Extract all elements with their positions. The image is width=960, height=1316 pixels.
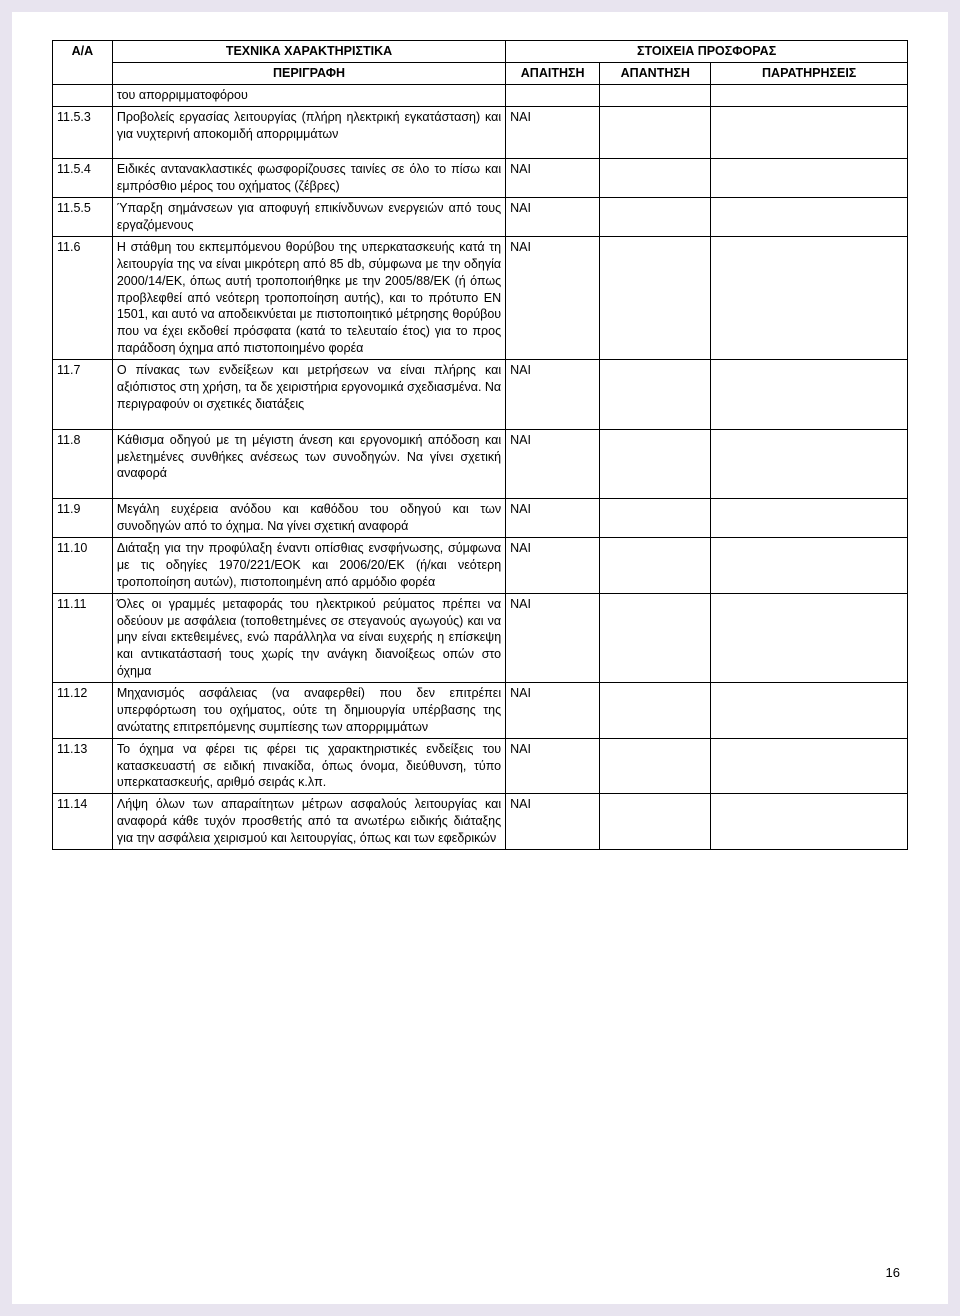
cell-requirement: ΝΑΙ — [506, 236, 600, 359]
cell-description: Μηχανισμός ασφάλειας (να αναφερθεί) που … — [112, 683, 505, 739]
cell-requirement: ΝΑΙ — [506, 794, 600, 850]
header-ans: ΑΠΑΝΤΗΣΗ — [600, 62, 711, 84]
cell-aa: 11.5.3 — [53, 106, 113, 159]
cell-notes — [711, 159, 908, 198]
cell-description: Διάταξη για την προφύλαξη έναντι οπίσθια… — [112, 538, 505, 594]
spec-table: Α/Α ΤΕΧΝΙΚΑ ΧΑΡΑΚΤΗΡΙΣΤΙΚΑ ΣΤΟΙΧΕΙΑ ΠΡΟΣ… — [52, 40, 908, 850]
cell-aa: 11.9 — [53, 499, 113, 538]
table-row: 11.11Όλες οι γραμμές μεταφοράς του ηλεκτ… — [53, 593, 908, 682]
cell-aa: 11.11 — [53, 593, 113, 682]
cell-answer — [600, 236, 711, 359]
cell-aa: 11.6 — [53, 236, 113, 359]
cell-notes — [711, 499, 908, 538]
cell-aa: 11.10 — [53, 538, 113, 594]
cell-answer — [600, 106, 711, 159]
table-row: 11.6Η στάθμη του εκπεμπόμενου θορύβου τη… — [53, 236, 908, 359]
cell-requirement: ΝΑΙ — [506, 499, 600, 538]
cell-aa: 11.8 — [53, 429, 113, 499]
header-tech: ΤΕΧΝΙΚΑ ΧΑΡΑΚΤΗΡΙΣΤΙΚΑ — [112, 41, 505, 63]
cell-aa: 11.12 — [53, 683, 113, 739]
header-note: ΠΑΡΑΤΗΡΗΣΕΙΣ — [711, 62, 908, 84]
cell-requirement: ΝΑΙ — [506, 159, 600, 198]
table-row: 11.9Μεγάλη ευχέρεια ανόδου και καθόδου τ… — [53, 499, 908, 538]
cell-description: Μεγάλη ευχέρεια ανόδου και καθόδου του ο… — [112, 499, 505, 538]
table-row: 11.5.5Ύπαρξη σημάνσεων για αποφυγή επικί… — [53, 198, 908, 237]
table-row: 11.5.4Ειδικές αντανακλαστικές φωσφορίζου… — [53, 159, 908, 198]
cell-answer — [600, 738, 711, 794]
cell-description: Κάθισμα οδηγού με τη μέγιστη άνεση και ε… — [112, 429, 505, 499]
cell-description: Λήψη όλων των απαραίτητων μέτρων ασφαλού… — [112, 794, 505, 850]
cell-answer — [600, 198, 711, 237]
cell-description: Προβολείς εργασίας λειτουργίας (πλήρη ηλ… — [112, 106, 505, 159]
cell-requirement: ΝΑΙ — [506, 683, 600, 739]
cell-description: Ύπαρξη σημάνσεων για αποφυγή επικίνδυνων… — [112, 198, 505, 237]
cell-requirement: ΝΑΙ — [506, 360, 600, 430]
table-row: 11.13Το όχημα να φέρει τις φέρει τις χαρ… — [53, 738, 908, 794]
table-row: 11.8Κάθισμα οδηγού με τη μέγιστη άνεση κ… — [53, 429, 908, 499]
cell-description: Όλες οι γραμμές μεταφοράς του ηλεκτρικού… — [112, 593, 505, 682]
cell-notes — [711, 738, 908, 794]
cell-description: Ο πίνακας των ενδείξεων και μετρήσεων να… — [112, 360, 505, 430]
table-row: του απορριμματοφόρου — [53, 84, 908, 106]
cell-answer — [600, 360, 711, 430]
cell-answer — [600, 794, 711, 850]
cell-requirement: ΝΑΙ — [506, 738, 600, 794]
cell-notes — [711, 360, 908, 430]
cell-answer — [600, 593, 711, 682]
table-row: 11.10Διάταξη για την προφύλαξη έναντι οπ… — [53, 538, 908, 594]
table-row: 11.12Μηχανισμός ασφάλειας (να αναφερθεί)… — [53, 683, 908, 739]
cell-requirement: ΝΑΙ — [506, 593, 600, 682]
cell-notes — [711, 429, 908, 499]
cell-aa: 11.7 — [53, 360, 113, 430]
cell-answer — [600, 429, 711, 499]
cell-requirement: ΝΑΙ — [506, 538, 600, 594]
cell-notes — [711, 538, 908, 594]
cell-answer — [600, 538, 711, 594]
cell-description: Ειδικές αντανακλαστικές φωσφορίζουσες τα… — [112, 159, 505, 198]
cell-notes — [711, 236, 908, 359]
cell-aa: 11.13 — [53, 738, 113, 794]
cell-answer — [600, 84, 711, 106]
cell-aa: 11.5.4 — [53, 159, 113, 198]
table-row: 11.7Ο πίνακας των ενδείξεων και μετρήσεω… — [53, 360, 908, 430]
cell-notes — [711, 794, 908, 850]
header-desc: ΠΕΡΙΓΡΑΦΗ — [112, 62, 505, 84]
table-body: του απορριμματοφόρου11.5.3Προβολείς εργα… — [53, 84, 908, 849]
cell-description: Η στάθμη του εκπεμπόμενου θορύβου της υπ… — [112, 236, 505, 359]
page-number: 16 — [886, 1265, 900, 1280]
header-offer: ΣΤΟΙΧΕΙΑ ΠΡΟΣΦΟΡΑΣ — [506, 41, 908, 63]
cell-notes — [711, 198, 908, 237]
cell-requirement: ΝΑΙ — [506, 429, 600, 499]
cell-answer — [600, 159, 711, 198]
table-row: 11.14Λήψη όλων των απαραίτητων μέτρων ασ… — [53, 794, 908, 850]
cell-aa — [53, 84, 113, 106]
header-aa: Α/Α — [53, 41, 113, 85]
header-req: ΑΠΑΙΤΗΣΗ — [506, 62, 600, 84]
table-row: 11.5.3Προβολείς εργασίας λειτουργίας (πλ… — [53, 106, 908, 159]
table-header: Α/Α ΤΕΧΝΙΚΑ ΧΑΡΑΚΤΗΡΙΣΤΙΚΑ ΣΤΟΙΧΕΙΑ ΠΡΟΣ… — [53, 41, 908, 85]
cell-answer — [600, 499, 711, 538]
cell-requirement: ΝΑΙ — [506, 198, 600, 237]
cell-aa: 11.14 — [53, 794, 113, 850]
cell-notes — [711, 106, 908, 159]
cell-description: Το όχημα να φέρει τις φέρει τις χαρακτηρ… — [112, 738, 505, 794]
cell-notes — [711, 593, 908, 682]
cell-aa: 11.5.5 — [53, 198, 113, 237]
cell-notes — [711, 84, 908, 106]
cell-requirement: ΝΑΙ — [506, 106, 600, 159]
cell-answer — [600, 683, 711, 739]
cell-requirement — [506, 84, 600, 106]
cell-description: του απορριμματοφόρου — [112, 84, 505, 106]
document-page: Α/Α ΤΕΧΝΙΚΑ ΧΑΡΑΚΤΗΡΙΣΤΙΚΑ ΣΤΟΙΧΕΙΑ ΠΡΟΣ… — [12, 12, 948, 1304]
cell-notes — [711, 683, 908, 739]
